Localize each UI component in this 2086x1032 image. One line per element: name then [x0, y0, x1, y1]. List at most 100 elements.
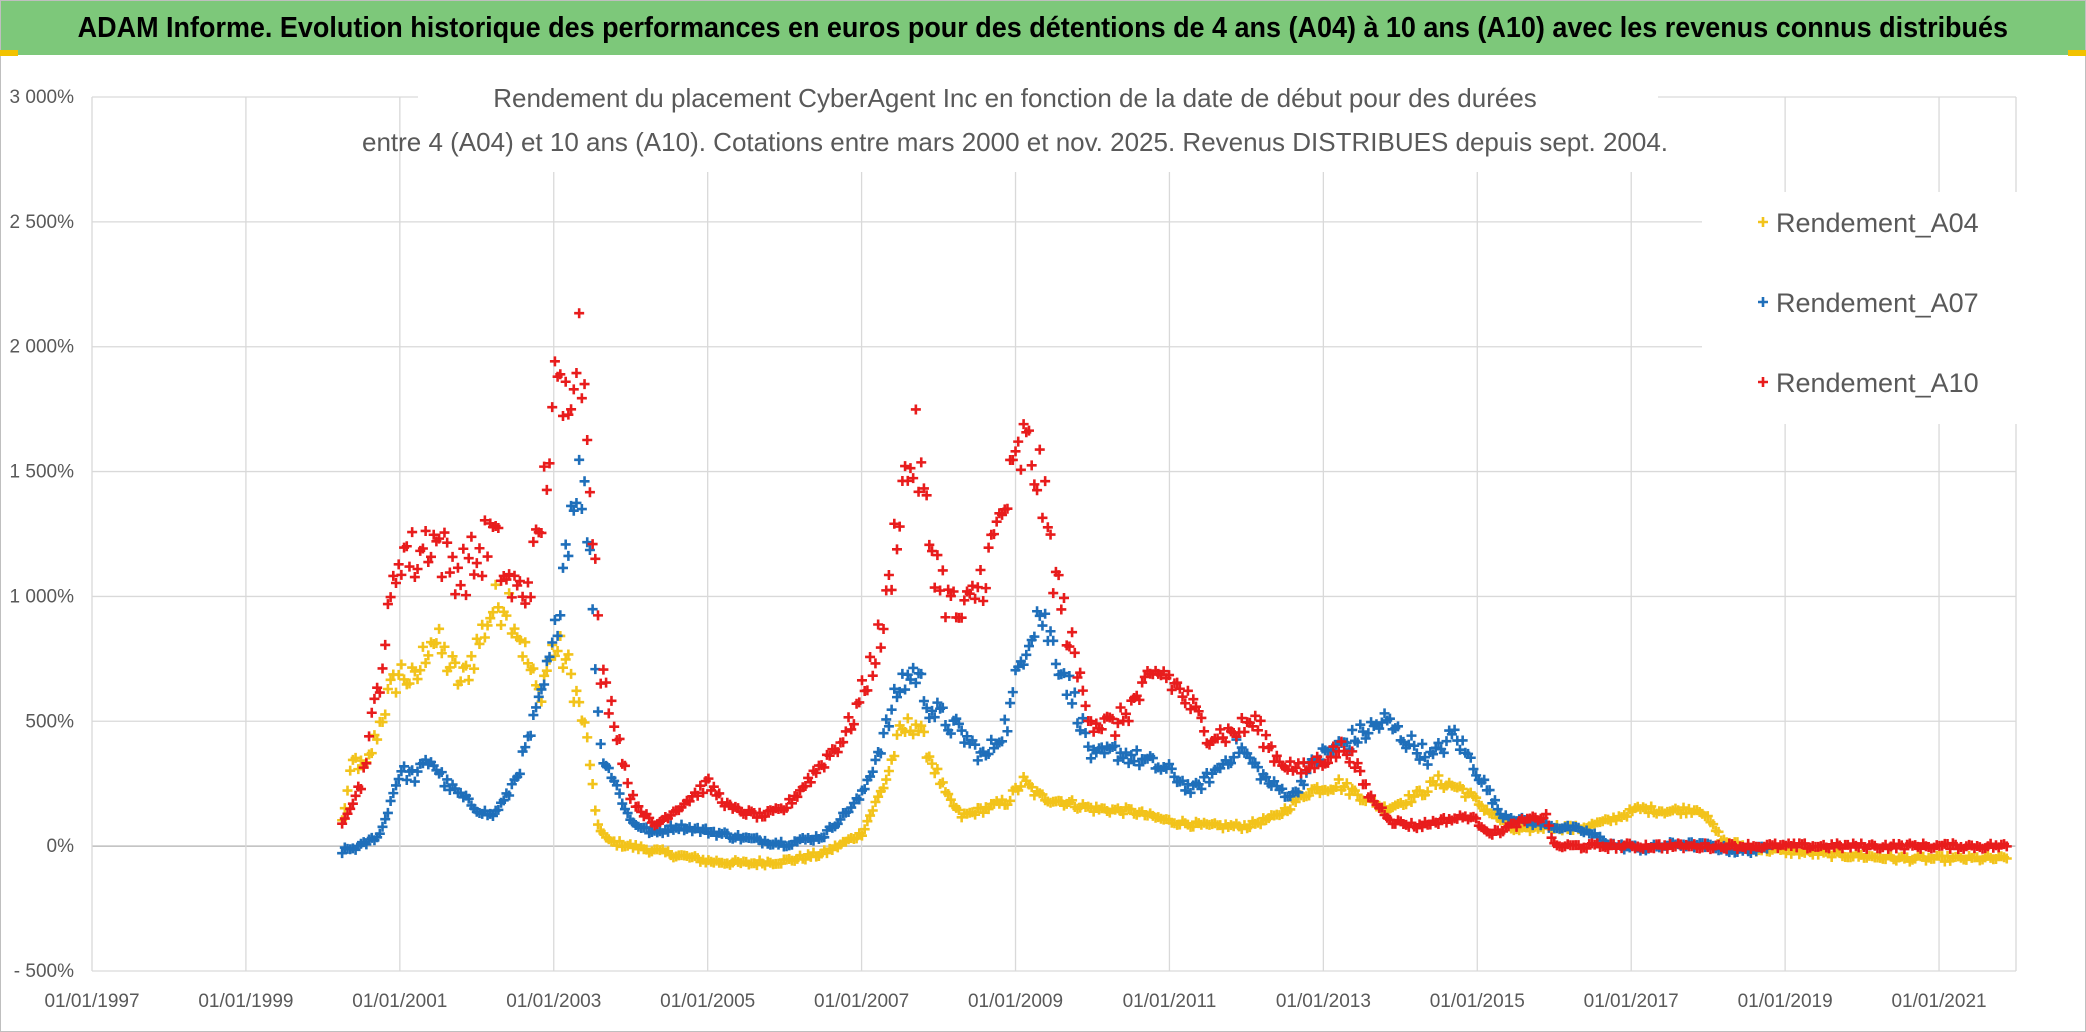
data-point [1018, 659, 1029, 670]
data-point [988, 529, 999, 540]
data-point [1352, 758, 1363, 769]
data-point [663, 826, 674, 837]
data-point [1137, 677, 1148, 688]
data-point [1247, 721, 1258, 732]
data-point [991, 516, 1002, 527]
data-point [894, 686, 905, 697]
data-point [528, 710, 539, 721]
data-point [1406, 730, 1417, 741]
data-point [883, 765, 894, 776]
data-point [471, 558, 482, 569]
data-point [1029, 479, 1040, 490]
data-point [905, 463, 916, 474]
data-point [862, 685, 873, 696]
data-point [1188, 694, 1199, 705]
data-point [374, 687, 385, 698]
data-point [557, 562, 568, 573]
data-point [1166, 763, 1177, 774]
data-point [1147, 753, 1158, 764]
data-point [908, 662, 919, 673]
data-point [347, 798, 358, 809]
data-point [501, 574, 512, 585]
data-point [364, 731, 375, 742]
data-point [1290, 796, 1301, 807]
data-point [1120, 747, 1131, 758]
report-banner: ADAM Informe. Evolution historique des p… [1, 1, 2085, 55]
legend-background [1702, 192, 2020, 424]
data-point [1134, 760, 1145, 771]
data-point [927, 546, 938, 557]
data-point [1393, 721, 1404, 732]
data-point [525, 730, 536, 741]
data-point [439, 781, 450, 792]
data-point [469, 569, 480, 580]
data-point [1005, 795, 1016, 806]
data-point [951, 713, 962, 724]
data-point [442, 774, 453, 785]
data-point [819, 762, 830, 773]
data-point [1088, 726, 1099, 737]
data-point [1037, 512, 1048, 523]
data-point [1064, 641, 1075, 652]
data-point [889, 518, 900, 529]
data-point [345, 803, 356, 814]
data-point [622, 778, 633, 789]
data-point [1059, 592, 1069, 603]
data-point [932, 763, 943, 774]
data-point [533, 691, 544, 702]
data-point [1366, 790, 1377, 801]
data-point [1075, 667, 1086, 678]
x-tick-label: 01/01/2007 [814, 991, 909, 1012]
data-point [1277, 809, 1288, 820]
data-point [560, 376, 571, 387]
data-point [975, 565, 986, 576]
data-point [455, 580, 466, 591]
data-point [614, 788, 625, 799]
data-point [760, 811, 771, 822]
data-point [870, 797, 881, 808]
data-point [574, 308, 585, 319]
data-point [1002, 503, 1013, 514]
data-point [832, 747, 843, 758]
data-point [439, 527, 450, 538]
data-point [1252, 762, 1263, 773]
data-point [1077, 685, 1088, 696]
data-point [1322, 757, 1333, 768]
data-point [1236, 742, 1247, 753]
data-point [1204, 777, 1215, 788]
data-point [1026, 782, 1037, 793]
data-point [945, 728, 956, 739]
data-point [811, 767, 822, 778]
data-point [1120, 708, 1131, 719]
data-point [1331, 752, 1342, 763]
data-point [840, 726, 851, 737]
data-point [1484, 785, 1495, 796]
data-point [870, 658, 881, 669]
data-point [393, 559, 404, 570]
data-point [372, 734, 383, 745]
data-point [970, 593, 981, 604]
x-tick-label: 01/01/2017 [1584, 991, 1679, 1012]
data-point [1164, 670, 1175, 681]
data-point [407, 527, 418, 538]
data-point [867, 766, 878, 777]
data-point [1029, 631, 1040, 642]
data-point [972, 755, 983, 766]
data-point [1678, 802, 1689, 813]
data-point [1226, 758, 1237, 769]
data-point [1468, 764, 1479, 775]
grid-lines [91, 96, 2017, 972]
data-point [1239, 726, 1250, 737]
data-point [1034, 610, 1045, 621]
data-point [867, 670, 878, 681]
data-point [878, 623, 889, 634]
data-point [695, 780, 706, 791]
data-point [1309, 763, 1320, 774]
data-point [1069, 687, 1080, 698]
data-point [482, 551, 493, 562]
data-point [401, 541, 412, 552]
data-point [1007, 454, 1018, 465]
data-point [582, 435, 593, 446]
data-point [1053, 570, 1064, 581]
data-point [1023, 425, 1034, 436]
